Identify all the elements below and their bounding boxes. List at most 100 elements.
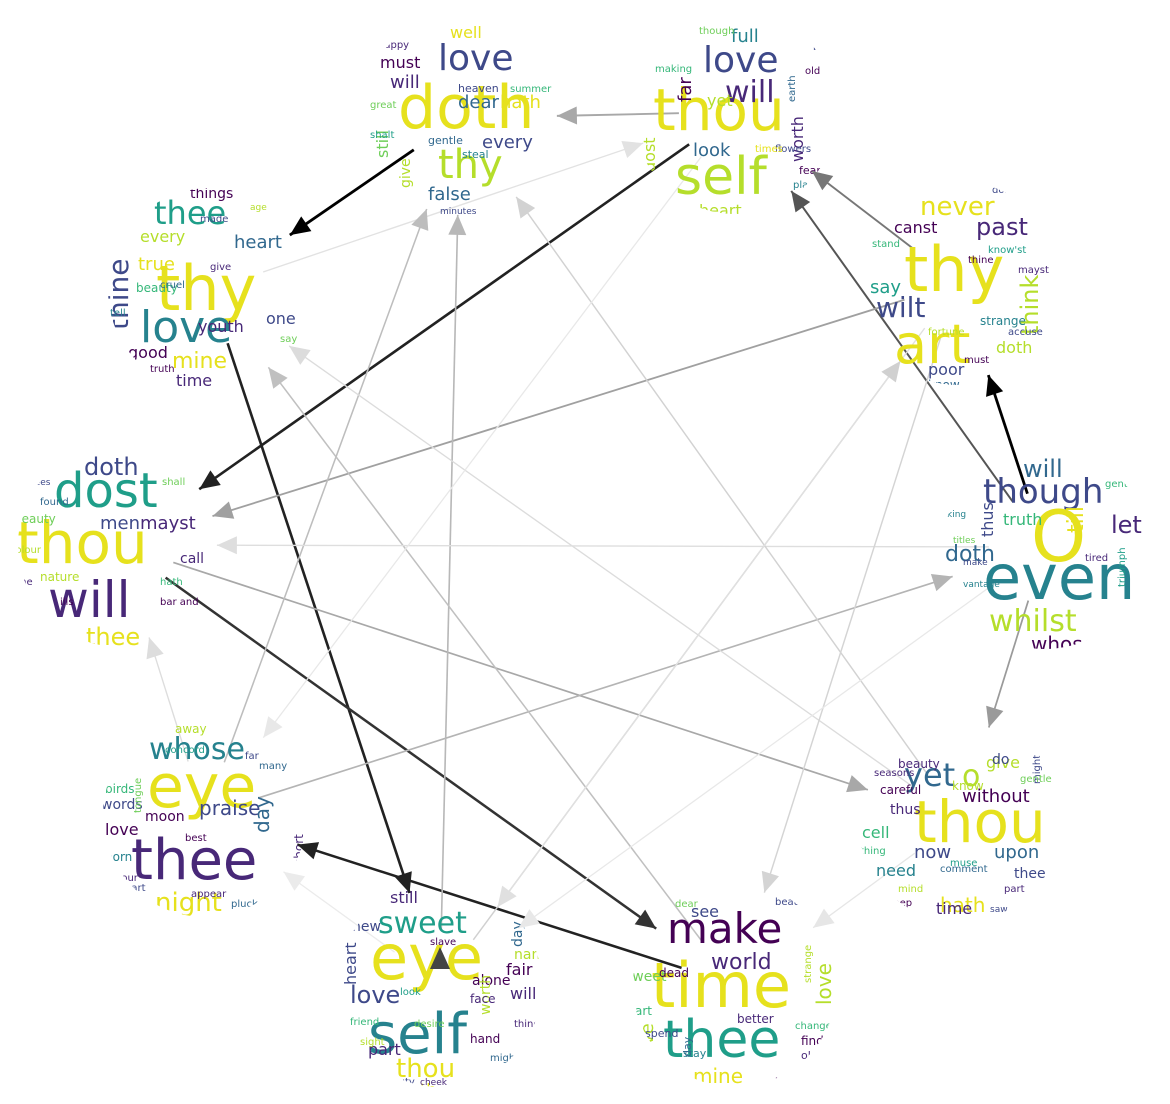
- edge-arrowhead: [556, 106, 578, 125]
- word-label: sight: [360, 1037, 385, 1048]
- word-label: thy: [156, 252, 256, 325]
- word-label: give: [210, 262, 231, 273]
- edge-line: [283, 871, 395, 953]
- word-label: moon: [145, 809, 185, 825]
- word-label: might: [490, 1053, 519, 1064]
- word-label: let: [1111, 511, 1142, 539]
- word-label: love: [105, 820, 139, 839]
- word-label: time: [651, 949, 791, 1022]
- word-label: thy: [904, 233, 1004, 306]
- word-label: sweet: [378, 906, 467, 941]
- edge-arrowhead: [761, 870, 779, 893]
- edge-arrowhead: [634, 909, 657, 929]
- self-loop-arrowhead: [430, 947, 450, 969]
- word-label: dost: [640, 137, 659, 172]
- word-label: know: [952, 779, 984, 793]
- word-label: love: [350, 981, 400, 1009]
- word-label: thine: [102, 259, 135, 330]
- word-label: love: [812, 963, 836, 1005]
- word-label: thing: [514, 1019, 540, 1030]
- edge-line: [518, 579, 1000, 929]
- word-label: alone: [472, 973, 511, 989]
- word-label: part: [368, 1040, 401, 1059]
- word-label: beauty: [380, 1077, 415, 1088]
- edge-arrowhead: [448, 214, 467, 236]
- word-label: careful: [880, 783, 921, 797]
- word-label: minutes: [440, 207, 477, 217]
- word-label: men: [100, 513, 140, 534]
- word-label: say: [870, 277, 901, 298]
- edge-arrowhead: [411, 209, 429, 231]
- word-label: heaven: [458, 82, 499, 95]
- word-label: strange: [980, 314, 1026, 328]
- edge-line: [296, 843, 682, 970]
- word-label: self: [368, 1002, 468, 1067]
- edge-line: [258, 575, 953, 799]
- word-label: still: [373, 130, 392, 158]
- word-label: look: [400, 987, 421, 998]
- edge-arrowhead: [846, 775, 868, 793]
- word-label: thine: [968, 255, 994, 266]
- word-label: cruel: [160, 280, 185, 291]
- word-label: doth: [398, 73, 534, 143]
- word-label: thou: [914, 788, 1046, 856]
- word-label: heart: [699, 201, 742, 220]
- edge-line: [440, 214, 459, 929]
- word-label: concord: [165, 745, 205, 756]
- word-label: one: [266, 309, 296, 328]
- word-label: poor: [928, 360, 965, 379]
- edge-arrowhead: [394, 871, 412, 894]
- edge-arrowhead: [791, 190, 811, 213]
- word-label: wail: [10, 468, 28, 478]
- word-label: cheek: [420, 1078, 448, 1088]
- word-label: must: [964, 355, 989, 366]
- word-label: without: [962, 786, 1030, 807]
- word-label: dear: [675, 899, 699, 910]
- word-label: steal: [462, 148, 489, 161]
- word-label: earth: [787, 75, 798, 102]
- word-label: love: [140, 302, 232, 353]
- edge-line: [164, 576, 657, 930]
- edge-arrowhead: [518, 909, 540, 929]
- word-label: born: [105, 850, 132, 864]
- word-label: whose: [149, 732, 245, 767]
- word-label: day: [510, 921, 526, 947]
- word-label: will: [510, 984, 536, 1003]
- word-label: dead: [659, 966, 689, 980]
- word-label: best: [185, 833, 207, 844]
- edge-arrowhead: [263, 716, 283, 738]
- word-label: heart: [341, 942, 360, 985]
- word-label: bred: [813, 42, 836, 53]
- word-label: say: [280, 334, 297, 345]
- word-label: stay: [683, 1047, 707, 1060]
- word-label: whilst: [989, 604, 1077, 639]
- word-label: thee: [86, 623, 140, 651]
- word-label: thou: [16, 509, 148, 577]
- word-label: colour: [10, 545, 42, 556]
- edge-arrowhead: [621, 141, 644, 159]
- word-label: dear: [458, 92, 500, 113]
- edge-line: [223, 208, 428, 763]
- word-label: flowers: [775, 144, 811, 155]
- word-label: old: [801, 1049, 818, 1062]
- edge-line: [262, 142, 644, 273]
- word-label: keep: [888, 898, 912, 909]
- word-label: bar and: [160, 597, 199, 608]
- word-label: gentle: [428, 134, 463, 147]
- word-label: thou: [653, 76, 785, 144]
- word-label: desire: [414, 1019, 445, 1030]
- edge-arrowhead: [283, 871, 305, 891]
- word-label: tired: [1085, 553, 1108, 564]
- word-label: saw: [990, 905, 1008, 915]
- word-label: do: [992, 752, 1009, 768]
- word-label: face: [470, 992, 496, 1006]
- word-label: will: [48, 571, 131, 629]
- word-label: shalt: [370, 130, 394, 141]
- word-label: doth: [945, 542, 995, 567]
- word-label: part: [125, 883, 146, 894]
- edge-arrowhead: [497, 885, 517, 908]
- word-label: full: [731, 26, 759, 47]
- word-label: part: [1004, 884, 1025, 895]
